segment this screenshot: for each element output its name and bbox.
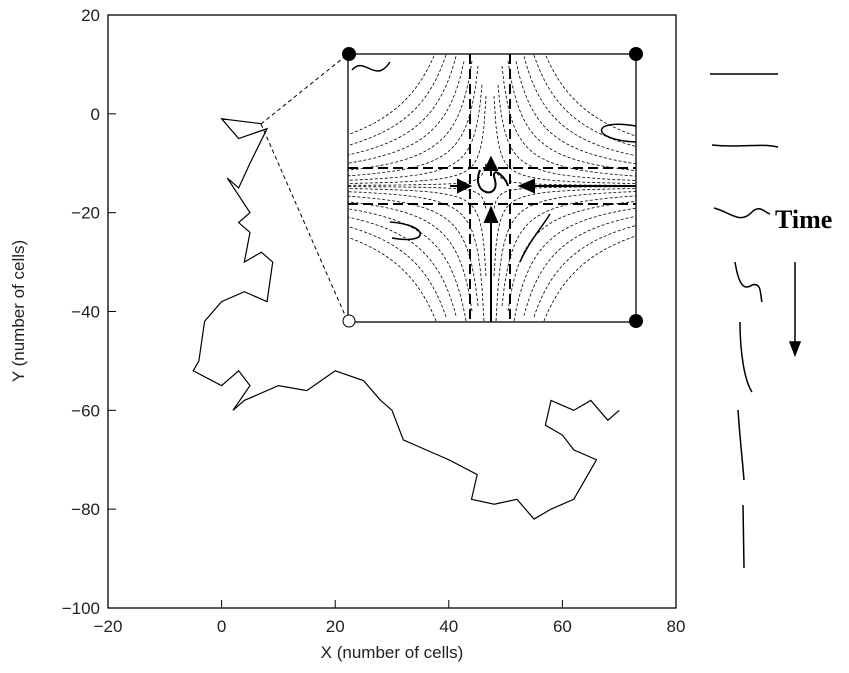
contour (495, 191, 637, 322)
contour (493, 163, 636, 186)
contour (497, 84, 637, 181)
inset (260, 47, 643, 328)
contour (501, 195, 637, 307)
x-tick-label: −20 (94, 617, 123, 636)
contour (513, 207, 637, 322)
walk-path (192, 117, 620, 520)
x-tick-label: 60 (553, 617, 572, 636)
contour (347, 95, 487, 184)
corner-dot (342, 314, 356, 328)
contour (348, 186, 487, 209)
y-tick-label: −20 (71, 204, 100, 223)
contour (347, 226, 447, 318)
y-tick-label: −60 (71, 401, 100, 420)
contour (533, 225, 637, 318)
time-sequence (710, 73, 802, 569)
corner-dot (629, 47, 643, 61)
contour (347, 84, 483, 181)
contour (493, 188, 636, 277)
x-tick-label: 80 (667, 617, 686, 636)
contour (523, 56, 637, 157)
y-tick-label: −100 (62, 599, 100, 618)
contour (545, 55, 637, 137)
y-tick-label: 20 (81, 6, 100, 25)
y-tick-label: −80 (71, 500, 100, 519)
x-tick-label: 0 (217, 617, 226, 636)
time-label: Time (775, 205, 832, 234)
contour (533, 54, 637, 147)
contour (493, 186, 636, 209)
y-tick-label: −40 (71, 303, 100, 322)
contour (347, 61, 465, 164)
contour (347, 54, 447, 146)
contour (507, 60, 637, 171)
corner-dot (629, 314, 643, 328)
x-axis-label: X (number of cells) (321, 643, 464, 662)
field-line (519, 213, 551, 263)
zoom-line (260, 53, 349, 125)
contour (493, 95, 636, 184)
contour (501, 65, 637, 177)
contour (347, 236, 437, 322)
field-line (351, 61, 391, 72)
contour (348, 163, 487, 186)
y-tick-label: 0 (91, 105, 100, 124)
zoom-line (260, 123, 349, 323)
y-axis-label: Y (number of cells) (9, 240, 28, 382)
x-tick-label: 20 (326, 617, 345, 636)
contour (523, 215, 637, 316)
contour (515, 61, 637, 165)
corner-dot (342, 47, 356, 61)
flow-arrows (450, 155, 636, 322)
field-line (389, 221, 421, 241)
field-line (601, 123, 637, 143)
contour (347, 188, 487, 277)
contour (347, 191, 485, 322)
x-tick-label: 40 (439, 617, 458, 636)
contour (347, 55, 435, 136)
